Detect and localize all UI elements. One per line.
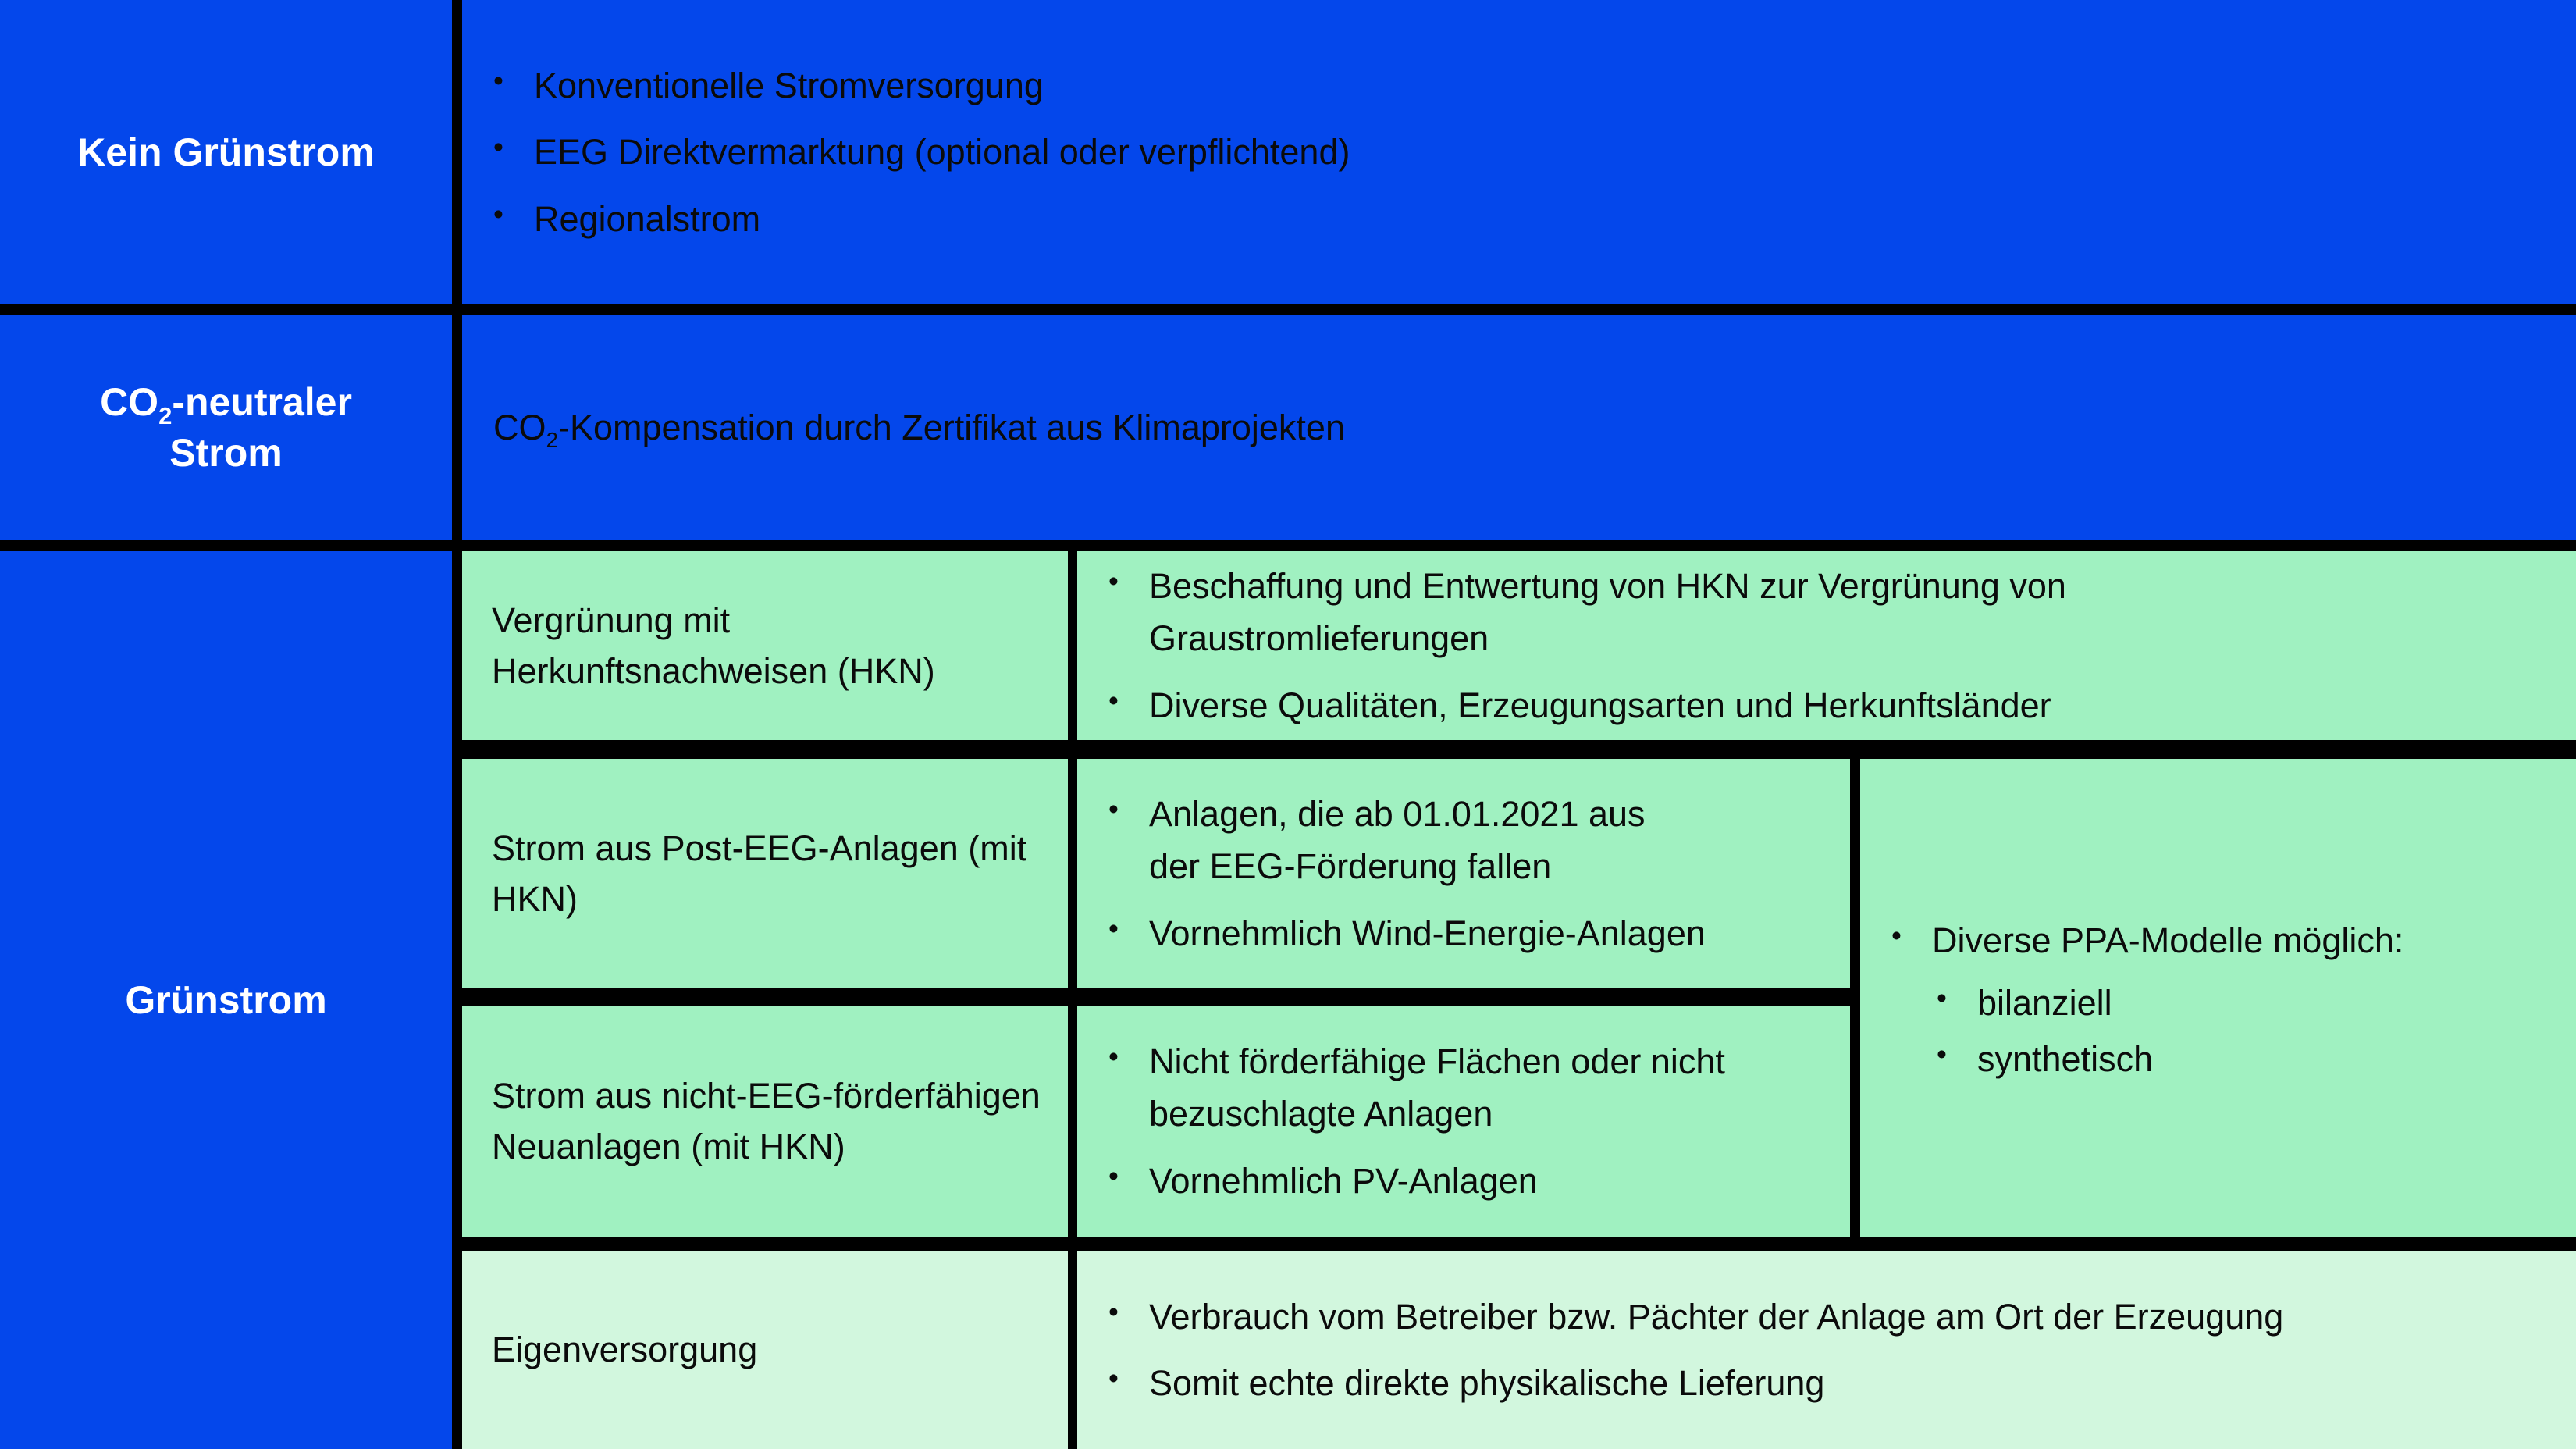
list-item: • Nicht förderfähige Flächen oder nicht … bbox=[1108, 1035, 1827, 1141]
non-eeg-label-text: Strom aus nicht-EEG-förderfähigen Neuanl… bbox=[492, 1075, 1041, 1166]
co2-prefix: CO bbox=[493, 408, 546, 447]
bullet-icon: • bbox=[1937, 1038, 1947, 1070]
co2-suffix: -neutraler bbox=[172, 380, 352, 424]
bullet-text: Beschaffung und Entwertung von HKN zur V… bbox=[1149, 565, 2066, 659]
co2-prefix: CO bbox=[100, 380, 159, 424]
co2-subscript: 2 bbox=[546, 428, 559, 452]
co2-kompensation-text: CO2-Kompensation durch Zertifikat aus Kl… bbox=[493, 408, 1345, 450]
bullet-icon: • bbox=[493, 131, 503, 164]
bullet-text: bilanziell bbox=[1977, 983, 2112, 1024]
bullet-icon: • bbox=[1937, 982, 1947, 1015]
bullet-icon: • bbox=[1108, 684, 1119, 717]
bullet-text: Diverse PPA-Modelle möglich: bbox=[1932, 920, 2404, 960]
cell-eigenversorgung-label: Eigenversorgung bbox=[462, 1251, 1068, 1449]
co2-suffix: -Kompensation durch Zertifikat aus Klima… bbox=[558, 408, 1345, 447]
ppa-sublist: • bilanziell • synthetisch bbox=[1937, 974, 2553, 1088]
bullet-text: Anlagen, die ab 01.01.2021 aus der EEG-F… bbox=[1149, 793, 1646, 887]
list-item: • EEG Direktvermarktung (optional oder v… bbox=[493, 126, 2553, 179]
cell-eigenversorgung-bullets: • Verbrauch vom Betreiber bzw. Pächter d… bbox=[1077, 1251, 2576, 1449]
bullet-text: Verbrauch vom Betreiber bzw. Pächter der… bbox=[1149, 1296, 2284, 1337]
co2-neutral-label: CO2-neutraler Strom bbox=[100, 377, 352, 479]
list-item: • synthetisch bbox=[1937, 1033, 2553, 1086]
bullet-text: Regionalstrom bbox=[534, 198, 761, 239]
list-item: • Verbrauch vom Betreiber bzw. Pächter d… bbox=[1108, 1291, 2553, 1344]
list-item: • Regionalstrom bbox=[493, 193, 2553, 246]
kein-gruenstrom-label: Kein Grünstrom bbox=[77, 130, 375, 174]
row-kein-gruenstrom-content: • Konventionelle Stromversorgung • EEG D… bbox=[462, 0, 2576, 304]
cell-ppa-models: • Diverse PPA-Modelle möglich: • bilanzi… bbox=[1860, 759, 2576, 1237]
row-kein-gruenstrom-header: Kein Grünstrom bbox=[0, 0, 452, 304]
bullet-text: Somit echte direkte physikalische Liefer… bbox=[1149, 1363, 1825, 1403]
bullet-icon: • bbox=[1108, 912, 1119, 945]
cell-hkn-bullets: • Beschaffung und Entwertung von HKN zur… bbox=[1077, 551, 2576, 740]
list-item: • Diverse PPA-Modelle möglich: bbox=[1891, 914, 2553, 967]
bullet-icon: • bbox=[1108, 1295, 1119, 1328]
cell-post-eeg-bullets: • Anlagen, die ab 01.01.2021 aus der EEG… bbox=[1077, 759, 1850, 988]
bullet-icon: • bbox=[1108, 1040, 1119, 1073]
row-co2-neutral-header: CO2-neutraler Strom bbox=[0, 315, 452, 540]
bullet-icon: • bbox=[1108, 564, 1119, 597]
bullet-text: synthetisch bbox=[1977, 1038, 2154, 1079]
bullet-text: Konventionelle Stromversorgung bbox=[534, 65, 1044, 105]
cell-post-eeg-label: Strom aus Post-EEG-Anlagen (mit HKN) bbox=[462, 759, 1068, 988]
row-gruenstrom-header: Grünstrom bbox=[0, 551, 452, 1449]
list-item: • Vornehmlich Wind-Energie-Anlagen bbox=[1108, 907, 1827, 960]
gruenstrom-label: Grünstrom bbox=[125, 977, 327, 1022]
bullet-text: Nicht förderfähige Flächen oder nicht be… bbox=[1149, 1041, 1725, 1134]
row-co2-neutral-content: CO2-Kompensation durch Zertifikat aus Kl… bbox=[462, 315, 2576, 540]
bullet-icon: • bbox=[1108, 1362, 1119, 1394]
list-item: • Anlagen, die ab 01.01.2021 aus der EEG… bbox=[1108, 788, 1827, 893]
cell-hkn-label: Vergrünung mit Herkunftsnachweisen (HKN) bbox=[462, 551, 1068, 740]
bullet-icon: • bbox=[493, 198, 503, 230]
bullet-text: EEG Direktvermarktung (optional oder ver… bbox=[534, 132, 1350, 173]
bullet-text: Diverse Qualitäten, Erzeugungsarten und … bbox=[1149, 685, 2051, 725]
bullet-icon: • bbox=[1108, 792, 1119, 825]
hkn-label-text: Vergrünung mit Herkunftsnachweisen (HKN) bbox=[492, 600, 935, 691]
bullet-text: Vornehmlich Wind-Energie-Anlagen bbox=[1149, 913, 1706, 953]
list-item: • Diverse Qualitäten, Erzeugungsarten un… bbox=[1108, 679, 2553, 732]
list-item: • Vornehmlich PV-Anlagen bbox=[1108, 1155, 1827, 1208]
co2-subscript: 2 bbox=[158, 402, 173, 429]
bullet-text: Vornehmlich PV-Anlagen bbox=[1149, 1160, 1538, 1201]
list-item: • bilanziell bbox=[1937, 977, 2553, 1030]
post-eeg-label-text: Strom aus Post-EEG-Anlagen (mit HKN) bbox=[492, 828, 1027, 919]
cell-non-eeg-bullets: • Nicht förderfähige Flächen oder nicht … bbox=[1077, 1006, 1850, 1237]
bullet-icon: • bbox=[1108, 1159, 1119, 1192]
cell-non-eeg-label: Strom aus nicht-EEG-förderfähigen Neuanl… bbox=[462, 1006, 1068, 1237]
list-item: • Somit echte direkte physikalische Lief… bbox=[1108, 1357, 2553, 1410]
eigenversorgung-label-text: Eigenversorgung bbox=[492, 1330, 758, 1370]
bullet-icon: • bbox=[1891, 919, 1902, 952]
bullet-icon: • bbox=[493, 64, 503, 97]
list-item: • Beschaffung und Entwertung von HKN zur… bbox=[1108, 560, 2125, 665]
list-item: • Konventionelle Stromversorgung bbox=[493, 59, 2553, 112]
co2-line2: Strom bbox=[169, 431, 283, 475]
